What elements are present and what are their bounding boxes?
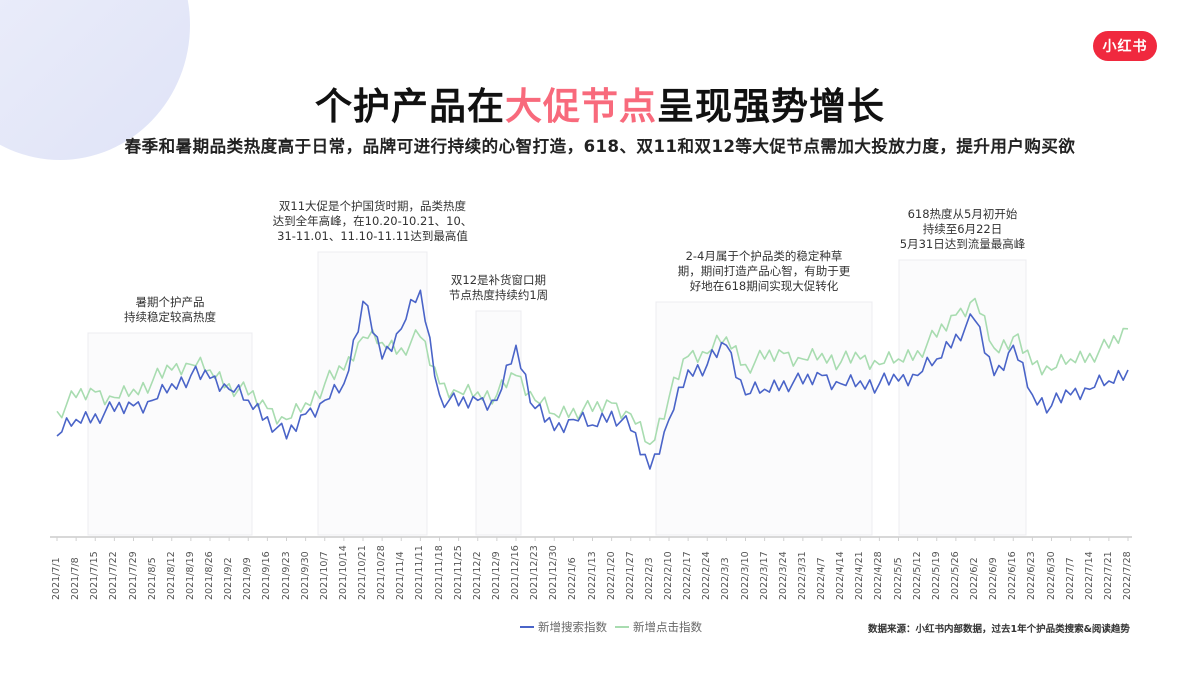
x-tick-label: 2021/8/26 — [204, 551, 215, 600]
x-tick-label: 2022/3/3 — [720, 557, 732, 600]
x-tick-label: 2021/7/8 — [70, 557, 82, 600]
legend-swatch-click-icon — [615, 626, 629, 628]
title-highlight: 大促节点 — [505, 85, 657, 128]
x-tick-label: 2022/7/7 — [1064, 557, 1076, 600]
x-tick-label: 2022/1/6 — [567, 557, 579, 600]
x-tick-label: 2021/10/7 — [318, 551, 330, 600]
x-tick-label: 2022/3/10 — [739, 551, 751, 600]
xiaohongshu-logo: 小红书 — [1093, 31, 1157, 61]
x-tick-label: 2021/8/19 — [184, 551, 196, 600]
annotation-double11: 双11大促是个护国货时期，品类热度 达到全年高峰，在10.20-10.21、10、… — [272, 199, 473, 243]
legend-swatch-search-icon — [520, 626, 534, 628]
x-tick-label: 2021/12/16 — [510, 545, 521, 600]
x-tick-label: 2021/12/2 — [471, 551, 483, 600]
x-tick-label: 2021/11/18 — [433, 545, 445, 600]
x-tick-label: 2021/9/16 — [261, 551, 273, 600]
x-tick-label: 2021/10/21 — [357, 545, 368, 600]
x-tick-label: 2021/12/23 — [529, 545, 541, 600]
x-tick-label: 2022/1/20 — [605, 551, 617, 600]
highlight-box-double12 — [475, 310, 522, 536]
x-tick-label: 2021/12/9 — [490, 551, 502, 600]
annotation-double12: 双12是补货窗口期 节点热度持续约1周 — [448, 273, 549, 302]
annotation-618: 618热度从5月初开始 持续至6月22日 5月31日达到流量最高峰 — [899, 207, 1026, 251]
legend-item-search: 新增搜索指数 — [520, 619, 607, 635]
x-tick-label: 2022/6/9 — [988, 557, 1000, 600]
x-tick-label: 2021/10/14 — [337, 545, 349, 600]
x-tick-label: 2022/7/21 — [1102, 551, 1114, 600]
x-tick-label: 2022/7/14 — [1083, 551, 1095, 600]
x-tick-label: 2022/5/12 — [911, 551, 923, 600]
x-tick-label: 2022/5/26 — [949, 551, 961, 600]
title-part-2: 呈现强势增长 — [657, 85, 885, 128]
x-tick-label: 2022/1/13 — [586, 551, 598, 600]
x-tick-label: 2021/7/29 — [127, 551, 139, 600]
x-tick-label: 2022/6/23 — [1026, 551, 1038, 600]
x-tick-label: 2021/7/15 — [89, 551, 101, 600]
x-tick-label: 2021/9/2 — [223, 557, 235, 600]
legend-label-click: 新增点击指数 — [633, 620, 702, 634]
x-tick-label: 2022/4/14 — [835, 551, 847, 600]
x-tick-label: 2021/7/1 — [51, 557, 62, 600]
x-tick-label: 2022/6/30 — [1045, 551, 1057, 600]
x-tick-label: 2022/1/27 — [624, 551, 636, 600]
x-tick-label: 2022/2/10 — [663, 551, 674, 600]
page-subtitle: 春季和暑期品类热度高于日常，品牌可进行持续的心智打造，618、双11和双12等大… — [124, 137, 1076, 156]
highlight-box-spring — [655, 301, 873, 536]
x-tick-label: 2021/12/30 — [548, 545, 560, 600]
x-tick-label: 2022/2/3 — [643, 557, 655, 600]
x-tick-label: 2021/11/4 — [395, 551, 407, 600]
logo-text: 小红书 — [1102, 39, 1148, 55]
highlight-box-618 — [898, 259, 1027, 536]
x-tick-label: 2021/11/25 — [452, 545, 464, 600]
x-tick-label: 2022/7/28 — [1122, 551, 1133, 600]
x-tick-label: 2022/5/5 — [892, 557, 904, 600]
x-tick-label: 2022/4/28 — [873, 551, 885, 600]
series-click-line — [56, 297, 1129, 446]
x-tick-label: 2021/8/12 — [165, 551, 177, 600]
data-source-note: 数据来源：小红书内部数据，过去1年个护品类搜索&阅读趋势 — [868, 624, 1130, 635]
x-tick-label: 2022/3/24 — [777, 551, 789, 600]
x-tick-label: 2021/9/9 — [242, 557, 254, 600]
x-tick-label: 2022/4/21 — [854, 551, 866, 600]
page-title: 个护产品在大促节点呈现强势增长 — [0, 76, 1200, 130]
legend-label-search: 新增搜索指数 — [538, 620, 607, 634]
annotation-spring: 2-4月属于个护品类的稳定种草 期，期间打造产品心智，有助于更 好地在618期间实现… — [677, 249, 851, 293]
x-tick-label: 2022/5/19 — [930, 551, 942, 600]
x-tick-label: 2021/9/30 — [299, 551, 311, 600]
highlight-box-summer — [87, 332, 253, 536]
chart-legend: 新增搜索指数 新增点击指数 — [520, 619, 702, 635]
annotation-summer: 暑期个护产品 持续稳定较高热度 — [124, 295, 216, 324]
x-tick-label: 2021/10/28 — [376, 545, 388, 600]
highlight-box-double11 — [317, 251, 428, 536]
x-tick-label: 2022/6/16 — [1007, 551, 1019, 600]
x-tick-label: 2021/9/23 — [280, 551, 292, 600]
x-tick-label: 2022/3/31 — [796, 551, 808, 600]
x-tick-label: 2022/2/24 — [701, 551, 713, 600]
x-tick-label: 2021/11/11 — [414, 545, 426, 600]
x-tick-label: 2022/6/2 — [969, 557, 980, 600]
x-tick-label: 2021/8/5 — [146, 557, 158, 600]
title-part-1: 个护产品在 — [315, 85, 505, 128]
x-tick-label: 2022/4/7 — [816, 557, 827, 600]
x-tick-label: 2021/7/22 — [108, 551, 120, 600]
legend-item-click: 新增点击指数 — [615, 619, 702, 635]
series-search-line — [56, 289, 1129, 470]
x-tick-label: 2022/2/17 — [682, 551, 694, 600]
x-tick-label: 2022/3/17 — [758, 551, 770, 600]
